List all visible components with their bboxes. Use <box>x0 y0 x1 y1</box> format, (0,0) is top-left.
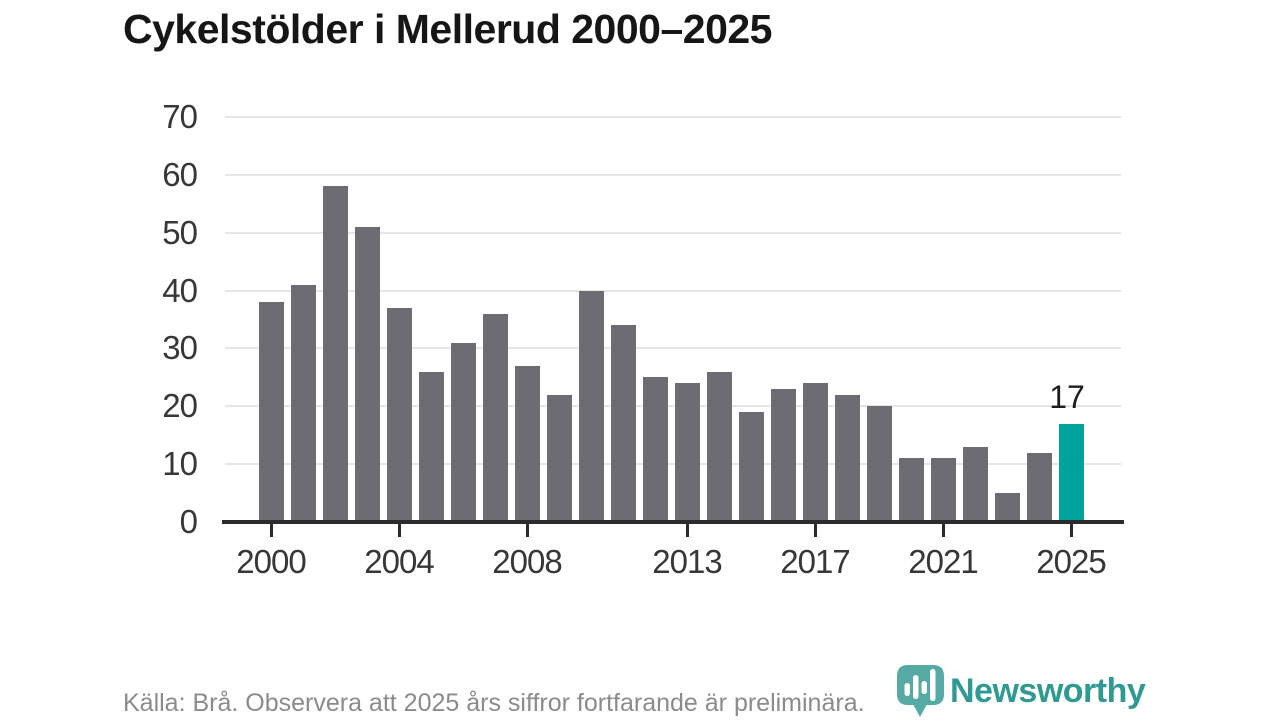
bar-2005 <box>418 371 444 522</box>
bar-2015 <box>738 412 764 522</box>
bar-2023 <box>994 493 1020 522</box>
gridline-y-10 <box>225 463 1121 466</box>
bar-2018 <box>834 394 860 522</box>
bar-2022 <box>962 446 988 522</box>
y-axis-label-40: 40 <box>162 271 198 309</box>
source-note: Källa: Brå. Observera att 2025 års siffr… <box>123 689 865 717</box>
bar-2010 <box>578 290 604 522</box>
x-axis-tick-2025 <box>1069 524 1073 537</box>
y-axis-label-70: 70 <box>162 98 198 135</box>
bar-2012 <box>642 377 668 522</box>
bar-2007 <box>482 313 508 522</box>
y-axis-label-30: 30 <box>162 329 198 367</box>
x-axis-tick-2004 <box>397 524 401 537</box>
bar-2001 <box>290 284 316 522</box>
bar-2024 <box>1026 452 1052 522</box>
gridline-y-40 <box>225 289 1121 292</box>
x-axis-line <box>222 520 1124 524</box>
gridline-y-20 <box>225 405 1121 408</box>
bar-2021 <box>930 458 956 522</box>
gridline-y-60 <box>225 173 1121 176</box>
bar-2000 <box>258 302 284 522</box>
x-axis-label-2021: 2021 <box>908 543 978 580</box>
gridline-y-70 <box>225 116 1121 118</box>
newsworthy-logo-icon <box>897 665 944 717</box>
y-axis-label-50: 50 <box>162 213 198 251</box>
bar-2025 <box>1058 423 1084 522</box>
y-axis-label-10: 10 <box>162 445 198 483</box>
bar-2006 <box>450 342 476 522</box>
y-axis-label-60: 60 <box>162 155 198 193</box>
bar-2019 <box>866 406 892 522</box>
x-axis-tick-2017 <box>813 524 817 537</box>
x-axis-label-2008: 2008 <box>492 543 562 580</box>
bar-2013 <box>674 383 700 522</box>
bar-2020 <box>898 458 924 522</box>
x-axis-label-2000: 2000 <box>236 543 306 580</box>
x-axis-tick-2000 <box>269 524 273 537</box>
bar-2017 <box>802 383 828 522</box>
x-axis-tick-2008 <box>525 524 529 537</box>
x-axis-tick-2021 <box>941 524 945 537</box>
bar-2016 <box>770 388 796 522</box>
bar-2003 <box>354 226 380 522</box>
gridline-y-30 <box>225 347 1121 350</box>
y-axis-label-20: 20 <box>162 387 198 425</box>
x-axis-label-2013: 2013 <box>652 543 722 580</box>
gridline-y-50 <box>225 231 1121 234</box>
bar-2002 <box>322 186 348 522</box>
bar-value-label: 17 <box>1049 378 1085 415</box>
bar-2014 <box>706 371 732 522</box>
bar-chart-plot-area: 0 10 20 30 40 50 60 70 2000 2004 2008 2013 2017 2021… <box>162 100 1124 580</box>
x-axis-label-2004: 2004 <box>364 543 434 580</box>
y-axis-label-0: 0 <box>179 503 198 540</box>
newsworthy-logo-text: Newsworthy <box>950 672 1146 710</box>
x-axis-tick-2013 <box>685 524 689 537</box>
chart-title: Cykelstölder i Mellerud 2000–2025 <box>123 6 772 52</box>
x-axis-label-2017: 2017 <box>780 543 850 580</box>
bar-2009 <box>546 394 572 522</box>
x-axis-label-2025: 2025 <box>1036 543 1106 580</box>
bar-2008 <box>514 365 540 522</box>
bar-2004 <box>386 307 412 522</box>
bar-2011 <box>610 325 636 522</box>
